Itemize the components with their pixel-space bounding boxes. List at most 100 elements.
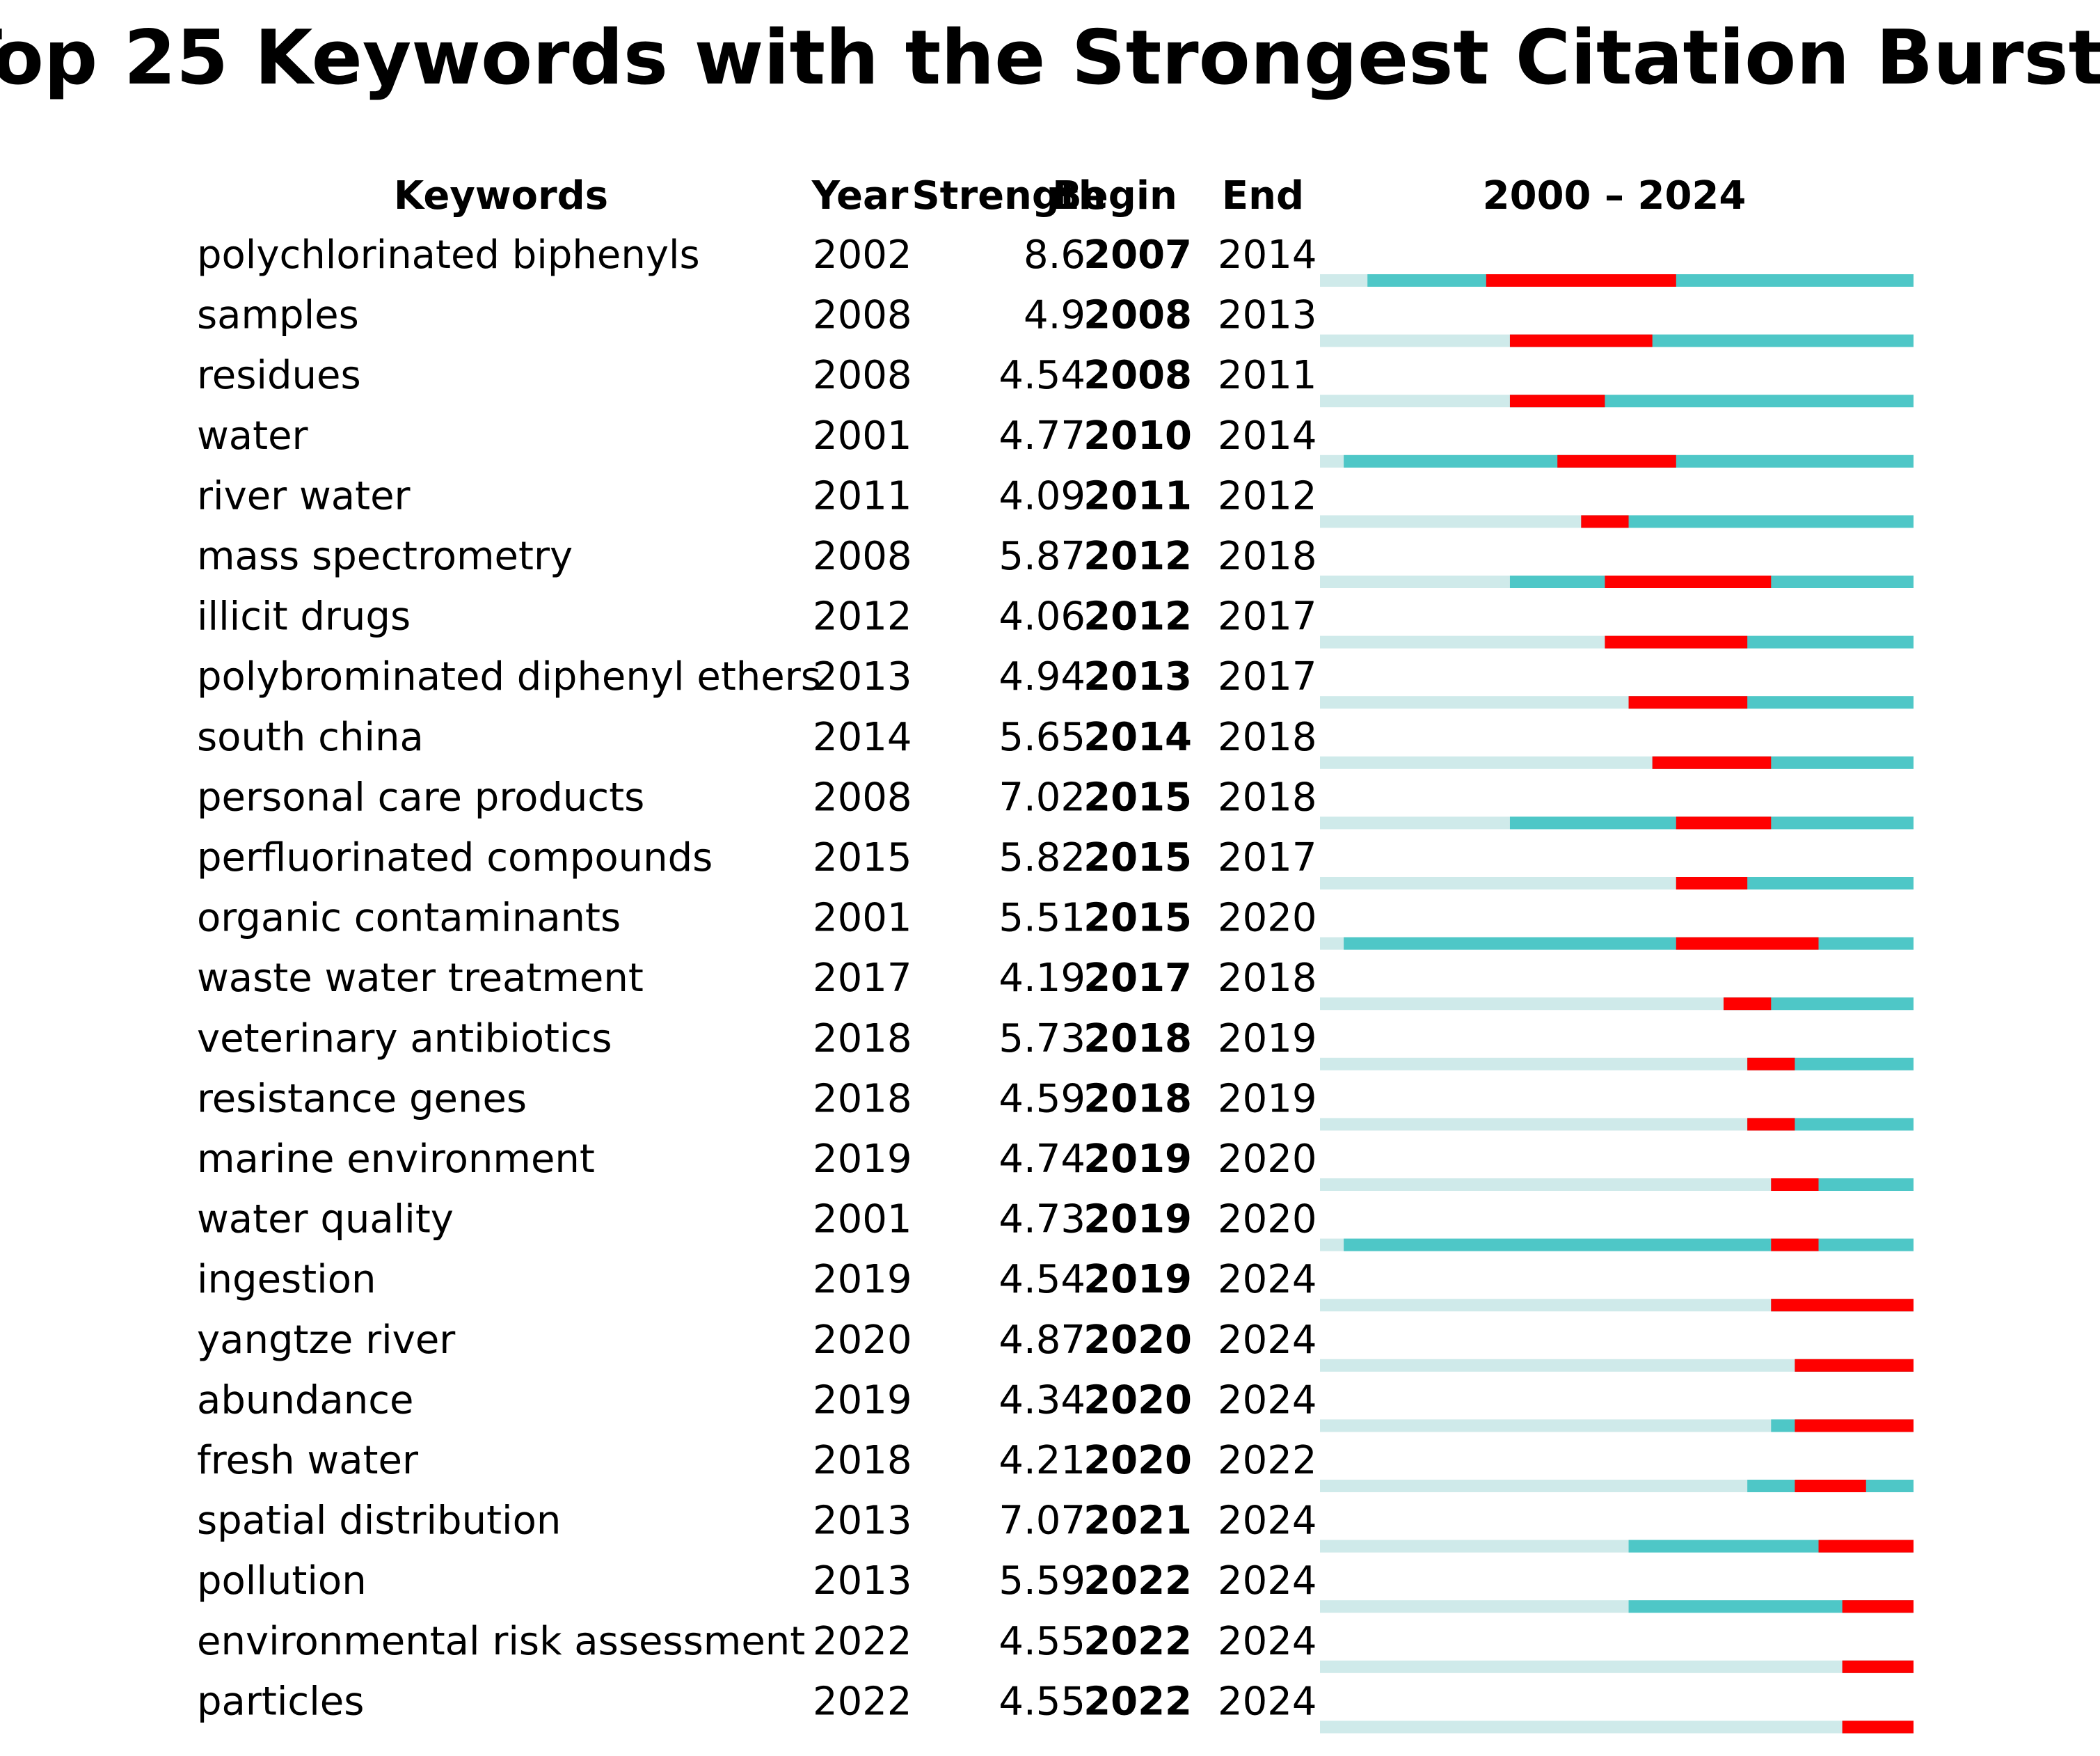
year-label: 2019: [813, 1377, 912, 1423]
keyword-label: fresh water: [197, 1438, 419, 1483]
end-label: 2019: [1218, 1076, 1317, 1121]
header-keywords: Keywords: [394, 173, 608, 219]
strength-label: 4.54: [999, 353, 1085, 398]
keyword-label: veterinary antibiotics: [197, 1016, 612, 1061]
keyword-label: mass spectrometry: [197, 534, 573, 579]
year-label: 2020: [813, 1318, 912, 1363]
strength-label: 5.87: [999, 534, 1085, 579]
burst-bar: [1676, 877, 1748, 889]
burst-bar: [1509, 334, 1653, 347]
strength-label: 5.73: [999, 1016, 1085, 1061]
strength-label: 5.82: [999, 835, 1085, 880]
year-label: 2018: [813, 1076, 912, 1121]
year-label: 2008: [813, 775, 912, 820]
timeline-active-bar: [1509, 395, 1914, 408]
begin-label: 2018: [1083, 1016, 1192, 1061]
keyword-label: waste water treatment: [197, 956, 644, 1001]
keyword-label: polychlorinated biphenyls: [197, 232, 700, 278]
timeline-inactive-bar: [1320, 1299, 1914, 1312]
header-end: End: [1222, 173, 1304, 219]
burst-bar: [1557, 454, 1676, 468]
end-label: 2011: [1218, 353, 1317, 398]
begin-label: 2020: [1083, 1318, 1192, 1363]
end-label: 2017: [1218, 654, 1317, 699]
end-label: 2018: [1218, 534, 1317, 579]
chart-title: Top 25 Keywords with the Strongest Citat…: [0, 15, 2100, 102]
year-label: 2002: [813, 232, 912, 278]
burst-bar: [1652, 756, 1772, 769]
burst-bar: [1676, 816, 1772, 830]
keyword-label: particles: [197, 1679, 364, 1724]
burst-bar: [1747, 1057, 1795, 1070]
keyword-label: perfluorinated compounds: [197, 835, 713, 880]
end-label: 2020: [1218, 1137, 1317, 1182]
year-label: 2008: [813, 293, 912, 338]
year-label: 2008: [813, 353, 912, 398]
year-label: 2008: [813, 534, 912, 579]
begin-label: 2018: [1083, 1076, 1192, 1121]
end-label: 2024: [1218, 1619, 1317, 1664]
burst-bar: [1581, 515, 1629, 528]
begin-label: 2015: [1083, 835, 1192, 880]
strength-label: 4.06: [999, 594, 1085, 640]
burst-bar: [1605, 576, 1772, 588]
year-label: 2001: [813, 896, 912, 941]
year-label: 2017: [813, 956, 912, 1001]
timeline-inactive-bar: [1320, 1178, 1914, 1191]
year-label: 2014: [813, 715, 912, 760]
end-label: 2018: [1218, 956, 1317, 1001]
header-strength: Strength: [912, 173, 1106, 219]
begin-label: 2010: [1083, 413, 1192, 459]
keyword-label: water quality: [197, 1197, 454, 1242]
begin-label: 2015: [1083, 775, 1192, 820]
strength-label: 8.6: [1024, 232, 1085, 278]
begin-label: 2022: [1083, 1619, 1192, 1664]
end-label: 2017: [1218, 835, 1317, 880]
begin-label: 2021: [1083, 1498, 1192, 1544]
keyword-label: ingestion: [197, 1257, 376, 1302]
end-label: 2012: [1218, 473, 1317, 519]
begin-label: 2011: [1083, 473, 1192, 519]
burst-bar: [1795, 1480, 1866, 1492]
year-label: 2018: [813, 1016, 912, 1061]
burst-bar: [1842, 1600, 1914, 1613]
burst-bar: [1842, 1660, 1914, 1673]
keyword-label: environmental risk assessment: [197, 1619, 805, 1664]
strength-label: 4.09: [999, 473, 1085, 519]
end-label: 2018: [1218, 715, 1317, 760]
keyword-label: marine environment: [197, 1137, 595, 1182]
keyword-label: yangtze river: [197, 1318, 456, 1363]
end-label: 2014: [1218, 413, 1317, 459]
burst-bar: [1486, 274, 1676, 287]
keyword-label: resistance genes: [197, 1076, 527, 1121]
timeline-inactive-bar: [1320, 1359, 1914, 1372]
end-label: 2022: [1218, 1438, 1317, 1483]
begin-label: 2013: [1083, 654, 1192, 699]
end-label: 2024: [1218, 1498, 1317, 1544]
burst-bar: [1842, 1721, 1914, 1734]
keyword-label: illicit drugs: [197, 594, 411, 640]
header-begin: Begin: [1052, 173, 1177, 219]
burst-bar: [1676, 937, 1819, 950]
year-label: 2022: [813, 1619, 912, 1664]
year-label: 2001: [813, 1197, 912, 1242]
begin-label: 2019: [1083, 1137, 1192, 1182]
strength-label: 4.34: [999, 1377, 1085, 1423]
strength-label: 4.9: [1024, 293, 1085, 338]
strength-label: 7.02: [999, 775, 1085, 820]
strength-label: 4.55: [999, 1619, 1085, 1664]
end-label: 2024: [1218, 1318, 1317, 1363]
burst-bar: [1818, 1540, 1914, 1553]
end-label: 2024: [1218, 1377, 1317, 1423]
year-label: 2011: [813, 473, 912, 519]
year-label: 2013: [813, 1558, 912, 1604]
begin-label: 2020: [1083, 1438, 1192, 1483]
end-label: 2013: [1218, 293, 1317, 338]
year-label: 2012: [813, 594, 912, 640]
end-label: 2020: [1218, 896, 1317, 941]
begin-label: 2022: [1083, 1679, 1192, 1724]
burst-bar: [1795, 1359, 1914, 1372]
begin-label: 2014: [1083, 715, 1192, 760]
